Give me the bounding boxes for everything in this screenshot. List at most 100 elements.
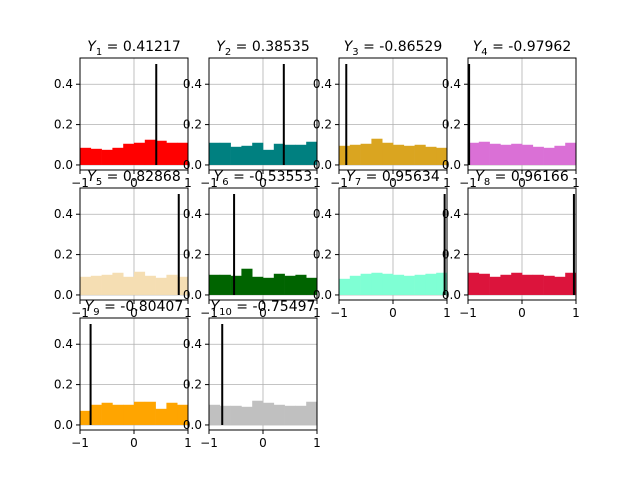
y-tick-label: 0.4 bbox=[183, 337, 202, 351]
x-tick-label: −1 bbox=[330, 176, 348, 190]
y-tick-label: 0.0 bbox=[183, 418, 202, 432]
x-tick-label: 1 bbox=[313, 306, 321, 320]
x-tick-label: 0 bbox=[518, 306, 526, 320]
histogram-bar bbox=[134, 142, 146, 165]
subplot-6: −1 0 10.00.20.4Y6 = -0.53553 bbox=[183, 169, 321, 320]
histogram-bar bbox=[144, 401, 156, 425]
x-tick-label: 0 bbox=[259, 306, 267, 320]
histogram-bar bbox=[123, 404, 135, 425]
histogram-bar bbox=[425, 146, 437, 165]
histogram-bar bbox=[90, 148, 102, 165]
subplot-7: −1 0 1 0.0 0.2 0.4 Y7 = 0.95634 bbox=[313, 169, 451, 320]
title-variable: Y bbox=[475, 169, 485, 185]
histogram-bar bbox=[112, 272, 124, 295]
histogram-bar bbox=[306, 401, 318, 425]
title-subscript: 5 bbox=[96, 177, 102, 188]
title-subscript: 8 bbox=[484, 177, 490, 188]
x-tick-label: 0 bbox=[259, 436, 267, 450]
x-tick-label: 1 bbox=[184, 436, 192, 450]
title-value: = -0.53553 bbox=[229, 169, 313, 185]
histogram-bar bbox=[478, 273, 490, 295]
histogram-bar bbox=[306, 141, 318, 165]
histogram-bar bbox=[284, 405, 296, 425]
histogram-bar bbox=[295, 405, 307, 425]
y-tick-label: 0.4 bbox=[183, 207, 202, 221]
histogram-bar bbox=[306, 277, 318, 295]
histogram-bar bbox=[554, 145, 566, 165]
x-tick-label: −1 bbox=[459, 176, 477, 190]
histogram-bar bbox=[382, 142, 394, 165]
subplot-1: −1 0 10.00.20.4Y1 = 0.41217 bbox=[54, 39, 192, 190]
histogram-bar bbox=[273, 143, 285, 165]
y-tick-label: 0.0 bbox=[183, 288, 202, 302]
y-tick-label: 0.0 bbox=[54, 418, 73, 432]
histogram-bar bbox=[155, 408, 167, 425]
histogram-bar bbox=[339, 278, 351, 295]
histogram-bar bbox=[90, 275, 102, 295]
y-tick-label: 0.4 bbox=[442, 207, 461, 221]
histogram-bar bbox=[112, 404, 124, 425]
histogram-bar bbox=[123, 143, 135, 165]
histogram-bar bbox=[425, 273, 437, 295]
histogram-bar bbox=[123, 276, 135, 295]
y-tick-label: 0.2 bbox=[54, 118, 73, 132]
x-tick-label: 1 bbox=[443, 306, 451, 320]
subplot-title: Y6 = -0.53553 bbox=[214, 169, 313, 188]
x-tick-label: −1 bbox=[200, 436, 218, 450]
histogram-bar bbox=[80, 276, 92, 295]
x-tick-label: 0 bbox=[518, 176, 526, 190]
histogram-bar bbox=[522, 274, 534, 295]
title-subscript: 2 bbox=[225, 47, 231, 58]
x-tick-label: −1 bbox=[200, 306, 218, 320]
y-tick-label: 0.2 bbox=[183, 378, 202, 392]
y-tick-label: 0.2 bbox=[54, 378, 73, 392]
title-value: = 0.96166 bbox=[490, 169, 569, 185]
subplot-5: −1 0 10.00.20.4Y5 = 0.82868 bbox=[54, 169, 192, 320]
histogram-bar bbox=[134, 401, 146, 425]
y-tick-label: 0.4 bbox=[183, 77, 202, 91]
histogram-bar bbox=[252, 276, 264, 295]
title-variable: Y bbox=[85, 299, 95, 315]
y-tick-label: 0.0 bbox=[183, 158, 202, 172]
y-tick-label: 0.2 bbox=[183, 118, 202, 132]
y-tick-label: 0.2 bbox=[442, 118, 461, 132]
histogram-bar bbox=[393, 144, 405, 165]
histogram-bar bbox=[414, 274, 426, 295]
subplot-3: −1 0 10.00.20.4Y3 = -0.86529 bbox=[313, 39, 451, 190]
x-tick-label: −1 bbox=[71, 306, 89, 320]
histogram-bar bbox=[393, 274, 405, 295]
x-tick-label: 0 bbox=[130, 306, 138, 320]
histogram-bar bbox=[371, 272, 383, 295]
histogram-bar bbox=[166, 274, 178, 295]
histogram-bar bbox=[414, 144, 426, 165]
y-tick-label: 0.0 bbox=[442, 158, 461, 172]
histogram-bar bbox=[219, 142, 231, 165]
x-tick-label: −1 bbox=[459, 306, 477, 320]
subplot-title: Y1 = 0.41217 bbox=[87, 39, 180, 58]
histogram-bar bbox=[273, 273, 285, 295]
subplot-title: Y5 = 0.82868 bbox=[87, 169, 180, 188]
histogram-bar bbox=[295, 144, 307, 165]
title-variable: Y bbox=[473, 39, 483, 55]
y-tick-label: 0.2 bbox=[313, 118, 332, 132]
title-value: = 0.82868 bbox=[102, 169, 181, 185]
y-tick-label: 0.4 bbox=[54, 337, 73, 351]
title-subscript: 4 bbox=[481, 47, 487, 58]
histogram-bar bbox=[284, 144, 296, 165]
x-tick-label: 0 bbox=[389, 306, 397, 320]
histogram-bar bbox=[155, 277, 167, 295]
y-tick-label: 0.4 bbox=[54, 207, 73, 221]
histogram-bar bbox=[112, 147, 124, 165]
y-tick-label: 0.2 bbox=[54, 248, 73, 262]
histogram-bar bbox=[500, 274, 512, 295]
histogram-bar bbox=[339, 145, 351, 165]
histogram-bar bbox=[532, 146, 544, 165]
histogram-bar bbox=[500, 144, 512, 165]
histogram-bar bbox=[209, 142, 221, 165]
histogram-bar bbox=[284, 275, 296, 295]
y-tick-label: 0.0 bbox=[313, 288, 332, 302]
histogram-bar bbox=[382, 273, 394, 295]
histogram-bar bbox=[144, 275, 156, 295]
subplot-8: −1 0 1 0.0 0.2 0.4 Y8 = 0.96166 bbox=[442, 169, 580, 320]
